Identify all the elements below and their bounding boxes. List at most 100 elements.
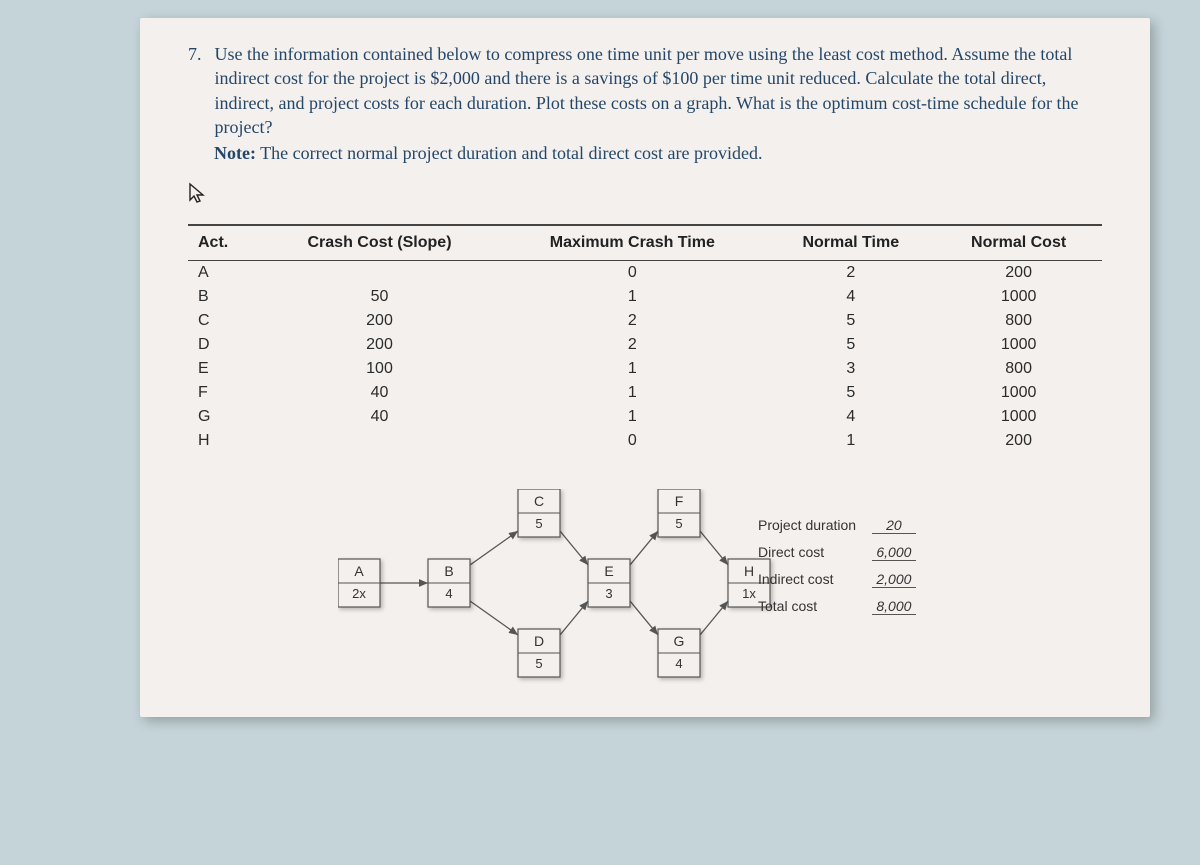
svg-text:4: 4	[675, 656, 682, 671]
question-number: 7.	[188, 42, 210, 66]
table-cell: 2	[498, 333, 766, 357]
svg-text:5: 5	[535, 656, 542, 671]
table-row: D200251000	[188, 333, 1102, 357]
table-cell: 4	[766, 405, 935, 429]
svg-text:3: 3	[605, 586, 612, 601]
summary-label: Total cost	[758, 598, 868, 614]
svg-text:E: E	[604, 563, 613, 579]
table-cell: 40	[261, 405, 499, 429]
svg-text:1x: 1x	[742, 586, 756, 601]
network-diagram: A2xB4C5D5E3F5G4H1x	[338, 489, 788, 689]
table-cell: B	[188, 285, 261, 309]
edge	[700, 601, 728, 635]
svg-text:2x: 2x	[352, 586, 366, 601]
note-text: The correct normal project duration and …	[260, 143, 762, 163]
summary-value: 6,000	[872, 544, 916, 561]
page: 7. Use the information contained below t…	[140, 18, 1150, 717]
table-cell: G	[188, 405, 261, 429]
summary-label: Direct cost	[758, 544, 868, 560]
col-normal-cost: Normal Cost	[935, 225, 1102, 261]
table-cell: 0	[498, 261, 766, 286]
col-max-crash: Maximum Crash Time	[498, 225, 766, 261]
table-header-row: Act. Crash Cost (Slope) Maximum Crash Ti…	[188, 225, 1102, 261]
table-cell: 50	[261, 285, 499, 309]
edge	[700, 531, 728, 565]
table-cell: 2	[766, 261, 935, 286]
summary-label: Project duration	[758, 517, 868, 533]
svg-text:5: 5	[535, 516, 542, 531]
question-text: 7. Use the information contained below t…	[188, 42, 1102, 139]
svg-text:5: 5	[675, 516, 682, 531]
table-cell: 4	[766, 285, 935, 309]
question-note: Note: The correct normal project duratio…	[214, 143, 1102, 164]
question-body: Use the information contained below to c…	[215, 42, 1101, 139]
svg-text:G: G	[674, 633, 685, 649]
svg-text:C: C	[534, 493, 544, 509]
table-cell: 1	[498, 405, 766, 429]
table-cell: 5	[766, 309, 935, 333]
table-cell: 1000	[935, 285, 1102, 309]
edge	[630, 601, 658, 635]
node-F: F5	[658, 489, 700, 537]
table-cell: 200	[261, 333, 499, 357]
table-row: G40141000	[188, 405, 1102, 429]
svg-text:D: D	[534, 633, 544, 649]
activity-table: Act. Crash Cost (Slope) Maximum Crash Ti…	[188, 224, 1102, 453]
table-row: E10013800	[188, 357, 1102, 381]
edge	[630, 531, 658, 565]
table-cell: A	[188, 261, 261, 286]
table-row: F40151000	[188, 381, 1102, 405]
edge	[560, 531, 588, 565]
table-cell: 2	[498, 309, 766, 333]
table-cell: 1000	[935, 381, 1102, 405]
table-cell: 5	[766, 381, 935, 405]
col-act: Act.	[188, 225, 261, 261]
summary-value: 20	[872, 517, 916, 534]
table-cell: 5	[766, 333, 935, 357]
svg-text:4: 4	[445, 586, 452, 601]
edge	[470, 601, 518, 635]
table-cell: C	[188, 309, 261, 333]
node-C: C5	[518, 489, 560, 537]
summary-value: 8,000	[872, 598, 916, 615]
table-cell: 1000	[935, 405, 1102, 429]
table-cell: D	[188, 333, 261, 357]
cursor-icon	[188, 182, 1102, 210]
table-cell: 40	[261, 381, 499, 405]
table-cell	[261, 261, 499, 286]
table-row: A 02200	[188, 261, 1102, 286]
note-label: Note:	[214, 143, 256, 163]
node-D: D5	[518, 629, 560, 677]
table-cell: 200	[935, 261, 1102, 286]
table-row: B50141000	[188, 285, 1102, 309]
table-row: H 01200	[188, 429, 1102, 453]
summary-label: Indirect cost	[758, 571, 868, 587]
table-cell: 0	[498, 429, 766, 453]
table-cell: E	[188, 357, 261, 381]
summary-row-indirect: Indirect cost 2,000	[758, 571, 916, 588]
table-row: C20025800	[188, 309, 1102, 333]
table-cell: 1	[498, 381, 766, 405]
table-cell	[261, 429, 499, 453]
table-cell: 200	[935, 429, 1102, 453]
edge	[470, 531, 518, 565]
table-cell: F	[188, 381, 261, 405]
node-G: G4	[658, 629, 700, 677]
node-E: E3	[588, 559, 630, 607]
network-diagram-wrap: A2xB4C5D5E3F5G4H1x Project duration 20 D…	[188, 489, 1102, 689]
table-cell: 200	[261, 309, 499, 333]
edge	[560, 601, 588, 635]
table-cell: 1	[498, 357, 766, 381]
col-crash-cost: Crash Cost (Slope)	[261, 225, 499, 261]
table-cell: 100	[261, 357, 499, 381]
table-cell: 1	[766, 429, 935, 453]
table-cell: H	[188, 429, 261, 453]
table-cell: 800	[935, 309, 1102, 333]
node-A: A2x	[338, 559, 380, 607]
svg-text:H: H	[744, 563, 754, 579]
table-cell: 800	[935, 357, 1102, 381]
summary-row-duration: Project duration 20	[758, 517, 916, 534]
svg-text:F: F	[675, 493, 684, 509]
table-cell: 3	[766, 357, 935, 381]
table-cell: 1	[498, 285, 766, 309]
